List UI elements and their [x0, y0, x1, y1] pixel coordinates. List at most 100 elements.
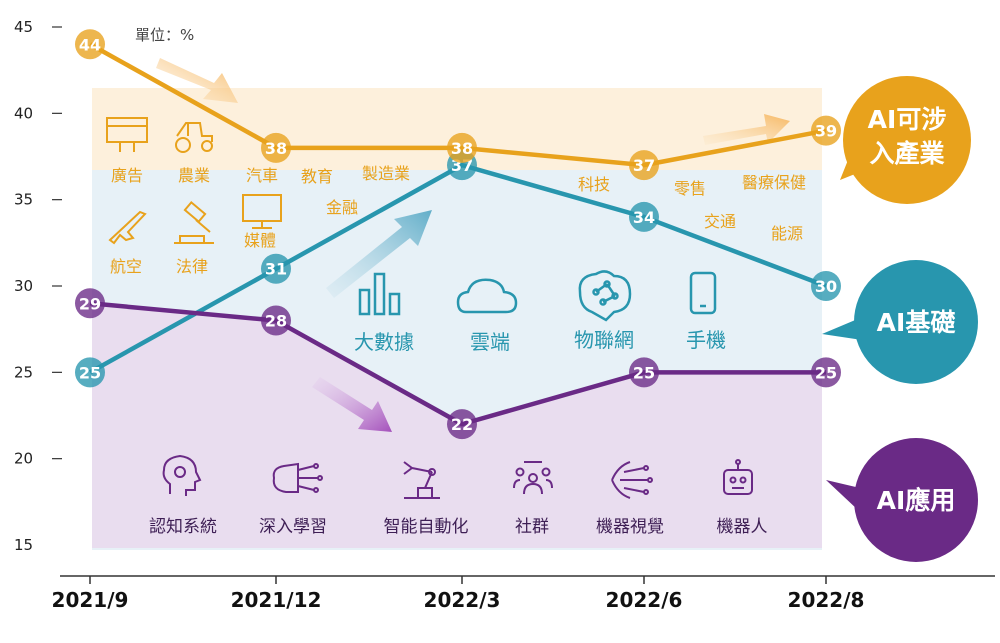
head-gear-icon — [162, 454, 202, 496]
application-item-label: 深入學習 — [259, 517, 327, 537]
industry-item-label: 汽車 — [246, 166, 278, 185]
data-point — [811, 115, 841, 146]
y-tick-label: 45 — [14, 18, 33, 36]
application-labels: 認知系統 深入學習 智能自動化 社群 機器視覺 機器人 — [149, 517, 768, 537]
industry-item-label: 零售 — [674, 179, 706, 198]
data-point — [261, 253, 291, 284]
x-tick-label: 2022/3 — [424, 588, 501, 612]
foundation-item-label: 大數據 — [354, 330, 414, 354]
data-label: 25 — [633, 363, 655, 382]
x-tick-label: 2022/8 — [788, 588, 865, 612]
gavel-icon — [174, 200, 214, 244]
data-point — [629, 357, 659, 388]
application-item-label: 社群 — [515, 517, 549, 537]
data-label: 31 — [265, 260, 287, 279]
data-label: 44 — [79, 35, 101, 54]
data-point — [811, 357, 841, 388]
tractor-icon — [175, 122, 213, 153]
foundation-item-label: 物聯網 — [574, 328, 634, 352]
data-point — [629, 150, 659, 181]
y-tick-label: 20 — [14, 450, 33, 468]
callouts: AI可涉 入產業 AI基礎 AI應用 — [822, 76, 978, 562]
data-label: 38 — [451, 139, 473, 158]
industry-item-label: 科技 — [578, 175, 610, 194]
data-point — [75, 357, 105, 388]
industry-item-label: 能源 — [771, 224, 803, 243]
people-network-icon — [513, 461, 553, 495]
y-tick-label: 15 — [14, 536, 33, 554]
foundation-item-label: 手機 — [686, 328, 726, 352]
bar-chart-icon — [358, 272, 401, 316]
industry-item-label: 廣告 — [111, 166, 143, 185]
data-label: 22 — [451, 415, 473, 434]
data-point — [261, 305, 291, 336]
industry-item-label: 媒體 — [244, 231, 276, 250]
application-item-label: 機器視覺 — [596, 517, 664, 537]
foundation-icons — [358, 270, 717, 322]
data-label: 34 — [633, 208, 655, 227]
data-label: 37 — [633, 156, 655, 175]
industry-item-label: 金融 — [326, 198, 358, 217]
billboard-icon — [106, 117, 148, 152]
industry-item-label: 農業 — [178, 166, 210, 185]
data-label: 25 — [815, 363, 837, 382]
data-point — [75, 288, 105, 319]
industry-item-label: 製造業 — [362, 164, 410, 183]
industry-items — [106, 117, 282, 245]
industry-item-label: 交通 — [704, 212, 736, 231]
x-tick-label: 2021/9 — [52, 588, 129, 612]
y-axis: 45 40 35 30 25 20 15 — [14, 18, 62, 554]
callout-industry-line2: 入產業 — [869, 139, 944, 168]
eye-circuit-icon — [611, 461, 653, 499]
data-point — [261, 132, 291, 163]
y-tick-label: 25 — [14, 363, 33, 381]
monitor-icon — [242, 194, 282, 229]
y-tick-label: 40 — [14, 104, 33, 122]
trend-arrows — [156, 58, 790, 432]
x-tick-label: 2022/6 — [606, 588, 683, 612]
data-point — [629, 201, 659, 232]
trend-arrow-industry-up — [703, 114, 790, 145]
trend-arrow-foundation-up — [326, 210, 432, 298]
application-icons — [162, 454, 753, 499]
foundation-labels: 大數據 雲端 物聯網 手機 — [354, 328, 726, 354]
brain-network-icon — [578, 270, 632, 322]
data-label: 28 — [265, 312, 287, 331]
data-point — [447, 409, 477, 440]
robot-head-icon — [723, 459, 753, 495]
x-tick-label: 2021/12 — [231, 588, 322, 612]
y-tick-label: 30 — [14, 277, 33, 295]
brain-circuit-icon — [272, 462, 323, 493]
industry-item-label: 醫療保健 — [742, 173, 806, 192]
callout-foundation: AI基礎 — [822, 260, 978, 384]
data-label: 29 — [79, 294, 101, 313]
industry-item-label: 航空 — [110, 257, 142, 276]
callout-industry-line1: AI可涉 — [868, 105, 947, 134]
x-axis: 2021/9 2021/12 2022/3 2022/6 2022/8 — [52, 575, 995, 612]
data-point — [447, 132, 477, 163]
robot-arm-icon — [403, 461, 440, 499]
data-label: 39 — [815, 122, 837, 141]
smartphone-icon — [689, 271, 717, 315]
callout-industry: AI可涉 入產業 — [840, 76, 971, 204]
callout-application-label: AI應用 — [877, 486, 956, 515]
application-item-label: 智能自動化 — [384, 517, 469, 537]
data-label: 38 — [265, 139, 287, 158]
unit-note: 單位：% — [135, 26, 194, 44]
callout-foundation-label: AI基礎 — [877, 308, 956, 337]
data-label: 30 — [815, 277, 837, 296]
industry-item-label: 法律 — [176, 257, 208, 276]
application-item-label: 機器人 — [717, 517, 768, 537]
data-point — [811, 271, 841, 301]
industry-item-label: 教育 — [301, 167, 333, 186]
foundation-item-label: 雲端 — [470, 330, 510, 354]
y-tick-label: 35 — [14, 191, 33, 209]
airplane-icon — [108, 210, 147, 245]
application-item-label: 認知系統 — [149, 517, 217, 537]
trend-arrow-industry-down — [156, 58, 238, 103]
data-point — [75, 29, 105, 60]
callout-application: AI應用 — [826, 438, 978, 562]
